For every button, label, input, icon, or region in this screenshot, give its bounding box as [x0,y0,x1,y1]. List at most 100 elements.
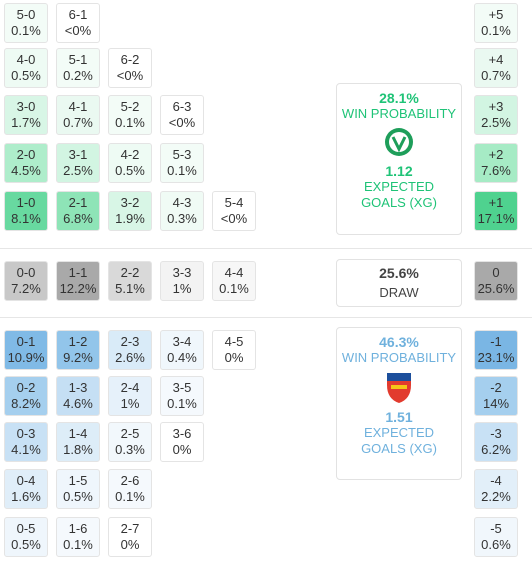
probability: 0.5% [63,489,93,504]
score-cell: 2-1 6.8% [56,191,100,231]
score-cell: 2-7 0% [108,517,152,557]
score: 0-1 [16,334,36,349]
score-cell: 3-2 1.9% [108,191,152,231]
score: 1-4 [68,426,88,441]
score-cell: 0-1 10.9% [4,330,48,370]
score-cell: 3-4 0.4% [160,330,204,370]
score-cell: 3-3 1% [160,261,204,301]
away-probability: 46.3% [379,334,419,350]
probability: 8.1% [11,211,41,226]
score: 2-0 [16,147,36,162]
probability: 1% [172,281,192,296]
score: 5-3 [172,147,192,162]
score-cell: 1-4 1.8% [56,422,100,462]
probability: 10.9% [7,350,45,365]
score: -4 [490,473,502,488]
score: 1-0 [16,195,36,210]
probability: 0.1% [63,537,93,552]
draw-panel: 25.6% DRAW [336,259,462,307]
separator [0,248,532,249]
score: 0-5 [16,521,36,536]
score: 4-1 [68,99,88,114]
score: 5-1 [68,52,88,67]
probability: 2.5% [481,115,511,130]
score-cell: 2-3 2.6% [108,330,152,370]
score: -3 [490,426,502,441]
probability: 0.4% [167,350,197,365]
probability: 23.1% [477,350,515,365]
probability: 0.5% [11,68,41,83]
score-cell: 6-2 <0% [108,48,152,88]
probability: 5.1% [115,281,145,296]
score-cell: 3-6 0% [160,422,204,462]
home-logo [385,128,413,156]
score: 3-5 [172,380,192,395]
score-cell: 1-0 8.1% [4,191,48,231]
score-cell: +3 2.5% [474,95,518,135]
score-cell: 4-3 0.3% [160,191,204,231]
score-cell: 6-1 <0% [56,3,100,43]
probability: 0.5% [115,163,145,178]
probability: 0% [224,350,244,365]
score: -5 [490,521,502,536]
probability: 1.7% [11,115,41,130]
score: +3 [488,99,504,114]
score-cell: 6-3 <0% [160,95,204,135]
score-cell: 1-1 12.2% [56,261,100,301]
probability: 2.6% [115,350,145,365]
score: 3-1 [68,147,88,162]
score-cell: 0-2 8.2% [4,376,48,416]
probability: 25.6% [477,281,515,296]
probability: 0.5% [11,537,41,552]
score: +2 [488,147,504,162]
probability: 0.3% [167,211,197,226]
score-cell: 5-4 <0% [212,191,256,231]
score: 4-5 [224,334,244,349]
probability: 0.1% [219,281,249,296]
score: +4 [488,52,504,67]
score: 0-4 [16,473,36,488]
probability: 0.1% [167,396,197,411]
probability: 0.3% [115,442,145,457]
score-cell: 5-2 0.1% [108,95,152,135]
away-xg: 1.51 [385,409,413,425]
score: 0-2 [16,380,36,395]
score-cell: 1-6 0.1% [56,517,100,557]
home-xg: 1.12 [385,163,413,179]
score-cell: +2 7.6% [474,143,518,183]
home-xg-label: EXPECTED GOALS (XG) [361,179,437,210]
score-cell: 5-0 0.1% [4,3,48,43]
score-cell: 2-2 5.1% [108,261,152,301]
score-cell: -3 6.2% [474,422,518,462]
score: 6-3 [172,99,192,114]
score-cell: 1-2 9.2% [56,330,100,370]
score: 0-0 [16,265,36,280]
probability: 4.6% [63,396,93,411]
score: 6-2 [120,52,140,67]
score-cell: +1 17.1% [474,191,518,231]
score: 1-5 [68,473,88,488]
score-cell: -2 14% [474,376,518,416]
score: 5-2 [120,99,140,114]
score-cell: +5 0.1% [474,3,518,43]
home-probability: 28.1% [379,90,419,106]
probability: 0.1% [115,115,145,130]
score-cell: 5-1 0.2% [56,48,100,88]
probability: 8.2% [11,396,41,411]
score: 1-1 [68,265,88,280]
score: 4-3 [172,195,192,210]
probability: <0% [64,23,92,38]
probability: 1.8% [63,442,93,457]
score-cell: 3-5 0.1% [160,376,204,416]
probability: 2.2% [481,489,511,504]
score-cell: 2-6 0.1% [108,469,152,509]
score: 2-5 [120,426,140,441]
score-cell: 2-5 0.3% [108,422,152,462]
score: 1-6 [68,521,88,536]
away-logo [387,373,411,403]
probability: 1.6% [11,489,41,504]
away-panel: 46.3% WIN PROBABILITY 1.51 EXPECTED GOAL… [336,327,462,480]
score: 6-1 [68,7,88,22]
probability: 2.5% [63,163,93,178]
